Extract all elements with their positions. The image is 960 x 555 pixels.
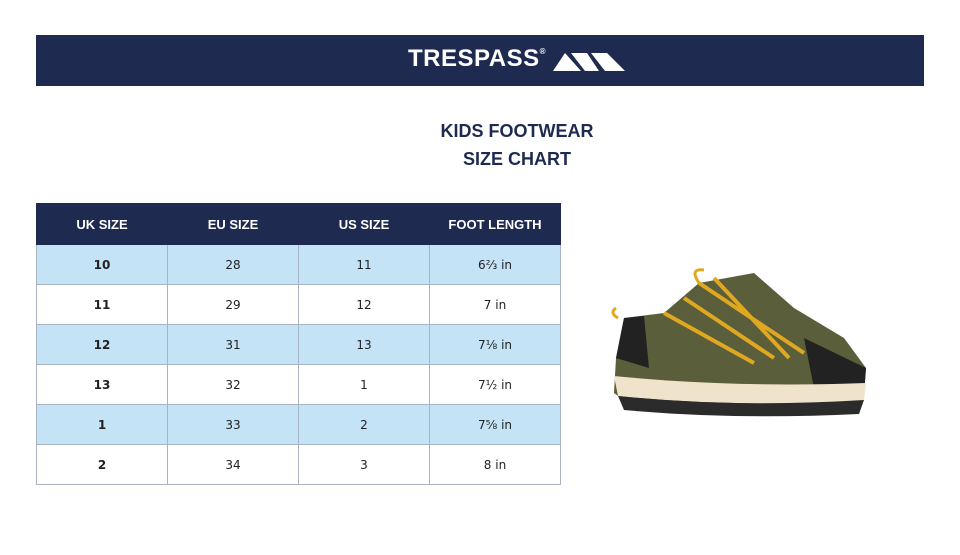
- column-header: FOOT LENGTH: [429, 203, 561, 245]
- table-cell: 7½ in: [429, 364, 561, 405]
- shoe-image: [611, 268, 866, 417]
- table-cell: 7⅝ in: [429, 404, 561, 445]
- table-cell: 28: [167, 244, 299, 285]
- table-cell: 33: [167, 404, 299, 445]
- table-cell: 2: [298, 404, 430, 445]
- table-cell: 10: [36, 244, 168, 285]
- table-cell: 2: [36, 444, 168, 485]
- table-row: 10 28 11 6⅔ in: [36, 244, 561, 285]
- table-cell: 34: [167, 444, 299, 485]
- table-cell: 8 in: [429, 444, 561, 485]
- brand-logo: TRESPASS®: [408, 45, 546, 73]
- table-cell: 13: [298, 324, 430, 365]
- table-cell: 11: [298, 244, 430, 285]
- header-banner: TRESPASS®: [36, 35, 924, 86]
- column-header: UK SIZE: [36, 203, 168, 245]
- table-cell: 29: [167, 284, 299, 325]
- registered-mark: ®: [539, 47, 546, 56]
- table-cell: 32: [167, 364, 299, 405]
- table-row: 1 33 2 7⅝ in: [36, 404, 561, 445]
- table-cell: 7⅛ in: [429, 324, 561, 365]
- table-cell: 6⅔ in: [429, 244, 561, 285]
- title-line: SIZE CHART: [463, 149, 571, 169]
- table-row: 12 31 13 7⅛ in: [36, 324, 561, 365]
- table-row: 11 29 12 7 in: [36, 284, 561, 325]
- table-cell: 12: [298, 284, 430, 325]
- title-line: KIDS FOOTWEAR: [440, 121, 594, 141]
- table-cell: 7 in: [429, 284, 561, 325]
- brand-name: TRESPASS: [408, 45, 540, 72]
- table-cell: 1: [298, 364, 430, 405]
- table-cell: 11: [36, 284, 168, 325]
- logo-triangles: [553, 53, 625, 71]
- table-cell: 31: [167, 324, 299, 365]
- table-cell: 3: [298, 444, 430, 485]
- size-table: UK SIZE EU SIZE US SIZE FOOT LENGTH 10 28 11 6…: [36, 203, 561, 485]
- table-cell: 12: [36, 324, 168, 365]
- column-header: US SIZE: [298, 203, 430, 245]
- column-header: EU SIZE: [167, 203, 299, 245]
- table-cell: 1: [36, 404, 168, 445]
- header-row: UK SIZE EU SIZE US SIZE FOOT LENGTH: [36, 203, 561, 245]
- table-cell: 13: [36, 364, 168, 405]
- table-row: 2 34 3 8 in: [36, 444, 561, 485]
- table-row: 13 32 1 7½ in: [36, 364, 561, 405]
